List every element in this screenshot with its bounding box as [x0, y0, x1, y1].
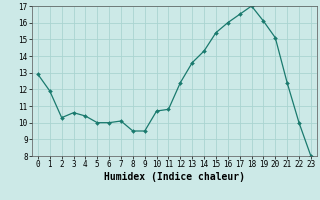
X-axis label: Humidex (Indice chaleur): Humidex (Indice chaleur) — [104, 172, 245, 182]
